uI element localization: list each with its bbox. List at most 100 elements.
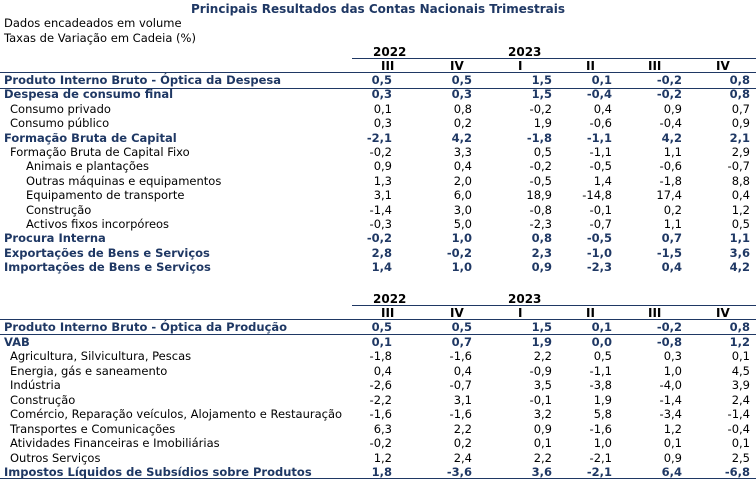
cell-value: -2,1: [586, 465, 612, 479]
cell-value: -0,6: [659, 159, 682, 174]
note-rates: Taxas de Variação em Cadeia (%): [4, 31, 196, 45]
cell-value: -0,2: [656, 87, 682, 102]
cell-value: -1,6: [449, 349, 472, 363]
row-label: Outros Serviços: [10, 450, 101, 465]
table-row: Equipamento de transporte 3,1 6,0 18,9 -14,8…: [0, 188, 756, 202]
cell-value: 3,6: [729, 245, 750, 260]
cell-value: 1,2: [731, 202, 750, 217]
table-row: Consumo privado 0,1 0,8 -0,2 0,4 0,9 0,7: [0, 102, 756, 116]
cell-value: -0,8: [529, 202, 552, 217]
cell-value: 0,8: [729, 320, 750, 334]
cell-value: 0,2: [453, 436, 472, 450]
cell-value: 2,3: [531, 245, 552, 260]
cell-value: 8,8: [731, 173, 750, 188]
cell-value: 0,4: [661, 260, 682, 275]
cell-value: -2,3: [529, 217, 552, 231]
cell-value: 5,8: [593, 407, 612, 421]
cell-value: 0,5: [731, 217, 750, 231]
year-2022: 2022: [373, 45, 407, 59]
cell-value: 0,9: [531, 260, 552, 275]
cell-value: 0,1: [731, 436, 750, 450]
cell-value: 0,5: [533, 145, 552, 159]
row-label: Transportes e Comunicações: [10, 421, 176, 436]
cell-value: -0,2: [529, 101, 552, 116]
cell-value: -0,1: [589, 202, 612, 217]
year-2023: 2023: [508, 45, 542, 59]
cell-value: 0,9: [663, 450, 682, 465]
cell-value: 0,8: [729, 87, 750, 102]
cell-value: -1,6: [369, 407, 392, 421]
cell-value: 0,9: [533, 421, 552, 436]
cell-value: 4,2: [729, 260, 750, 275]
table-row: Outros Serviços 1,2 2,4 2,2 -2,1 0,9 2,5: [0, 451, 756, 465]
cell-value: 2,2: [533, 450, 552, 465]
page-title: Principais Resultados das Contas Naciona…: [190, 2, 565, 16]
table-row: Transportes e Comunicações 6,3 2,2 0,9 -1,6 1…: [0, 422, 756, 436]
cell-value: 0,4: [593, 101, 612, 116]
cell-value: -0,5: [529, 173, 552, 188]
row-label: Importações de Bens e Serviços: [4, 260, 211, 275]
cell-value: 0,3: [373, 116, 392, 131]
cell-value: 5,0: [453, 217, 472, 231]
cell-value: 1,2: [373, 450, 392, 465]
cell-value: 1,9: [531, 334, 552, 349]
cell-value: 6,4: [661, 465, 682, 479]
table-row: Energia, gás e saneamento 0,4 0,4 -0,9 -1,1 1…: [0, 364, 756, 378]
table-row: Animais e plantações 0,9 0,4 -0,2 -0,5 -0,6 -0…: [0, 159, 756, 173]
table-row: Importações de Bens e Serviços 1,4 1,0 0,9 -…: [0, 260, 756, 274]
cell-value: 0,1: [663, 436, 682, 450]
cell-value: 0,1: [373, 101, 392, 116]
cell-value: 3,6: [531, 465, 552, 479]
cell-value: 2,8: [371, 245, 392, 260]
cell-value: 1,0: [451, 260, 472, 275]
table-row: Construção -1,4 3,0 -0,8 -0,1 0,2 1,2: [0, 203, 756, 217]
cell-value: 2,2: [533, 349, 552, 363]
cell-value: -2,3: [586, 260, 612, 275]
cell-value: 0,4: [731, 188, 750, 203]
cell-value: 0,1: [371, 334, 392, 349]
cell-value: -1,6: [589, 421, 612, 436]
note-volume: Dados encadeados em volume: [4, 16, 182, 30]
q-2023-I: I: [518, 59, 523, 73]
cell-value: 0,4: [453, 363, 472, 378]
cell-value: 4,5: [731, 363, 750, 378]
cell-value: 0,5: [371, 320, 392, 334]
q2-2022-III: III: [381, 306, 395, 320]
cell-value: 3,5: [533, 378, 552, 392]
cell-value: -2,1: [366, 130, 392, 145]
cell-value: -0,2: [369, 436, 392, 450]
cell-value: 0,7: [451, 334, 472, 349]
cell-value: 1,1: [663, 217, 682, 231]
cell-value: -0,2: [529, 159, 552, 174]
cell-value: 1,1: [729, 231, 750, 246]
table-row: Despesa de consumo final 0,3 0,3 1,5 -0,4 -0,…: [0, 87, 756, 101]
cell-value: 1,4: [371, 260, 392, 275]
q-2023-IV: IV: [716, 59, 730, 73]
cell-value: 4,2: [451, 130, 472, 145]
row-label: Equipamento de transporte: [26, 188, 185, 203]
table-row: Outras máquinas e equipamentos 1,3 2,0 -0,5…: [0, 174, 756, 188]
row-label: Formação Bruta de Capital Fixo: [10, 145, 190, 159]
row-label: Indústria: [10, 378, 61, 392]
cell-value: -0,5: [589, 159, 612, 174]
cell-value: 1,0: [593, 436, 612, 450]
cell-value: 1,1: [663, 145, 682, 159]
row-label: Impostos Líquidos de Subsídios sobre Pro…: [4, 465, 312, 479]
table-row: Construção -2,2 3,1 -0,1 1,9 -1,4 2,4: [0, 393, 756, 407]
cell-value: -0,2: [446, 245, 472, 260]
cell-value: 0,4: [373, 363, 392, 378]
cell-value: 0,7: [661, 231, 682, 246]
cell-value: -1,8: [369, 349, 392, 363]
cell-value: -0,9: [529, 363, 552, 378]
cell-value: 0,2: [453, 116, 472, 131]
cell-value: 3,3: [453, 145, 472, 159]
cell-value: -0,2: [369, 145, 392, 159]
row-label: Atividades Financeiras e Imobiliárias: [10, 436, 220, 450]
table-row: Impostos Líquidos de Subsídios sobre Pro…: [0, 465, 756, 479]
q-2022-IV: IV: [450, 59, 464, 73]
cell-value: 2,5: [731, 450, 750, 465]
cell-value: -6,8: [724, 465, 750, 479]
table-row: Activos fixos incorpóreos -0,3 5,0 -2,3 -0,7…: [0, 217, 756, 231]
row-label: VAB: [4, 334, 30, 349]
cell-value: -4,0: [659, 378, 682, 392]
